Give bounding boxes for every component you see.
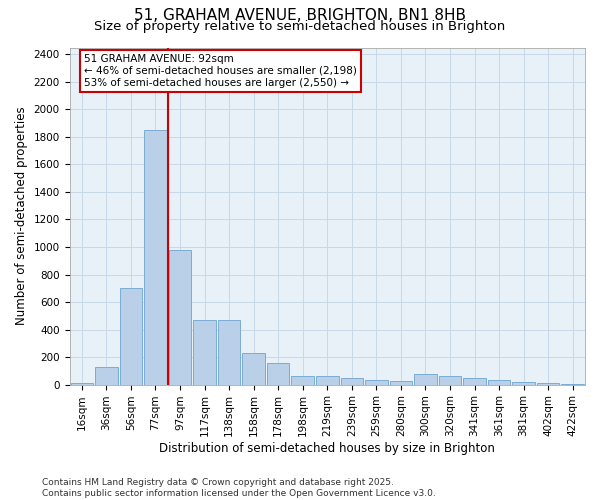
Bar bbox=[218, 320, 241, 384]
Bar bbox=[488, 380, 511, 384]
Bar bbox=[512, 382, 535, 384]
Bar bbox=[71, 383, 93, 384]
Bar bbox=[292, 376, 314, 384]
Bar bbox=[537, 383, 559, 384]
Y-axis label: Number of semi-detached properties: Number of semi-detached properties bbox=[15, 106, 28, 326]
Bar bbox=[365, 380, 388, 384]
Bar bbox=[242, 353, 265, 384]
Bar bbox=[316, 376, 338, 384]
Bar bbox=[119, 288, 142, 384]
Bar bbox=[463, 378, 486, 384]
Text: Size of property relative to semi-detached houses in Brighton: Size of property relative to semi-detach… bbox=[94, 20, 506, 33]
Bar bbox=[267, 364, 289, 384]
Bar bbox=[341, 378, 363, 384]
Bar bbox=[389, 381, 412, 384]
Text: Contains HM Land Registry data © Crown copyright and database right 2025.
Contai: Contains HM Land Registry data © Crown c… bbox=[42, 478, 436, 498]
Bar bbox=[193, 320, 216, 384]
X-axis label: Distribution of semi-detached houses by size in Brighton: Distribution of semi-detached houses by … bbox=[160, 442, 495, 455]
Bar bbox=[414, 374, 437, 384]
Bar bbox=[95, 366, 118, 384]
Bar bbox=[144, 130, 167, 384]
Text: 51 GRAHAM AVENUE: 92sqm
← 46% of semi-detached houses are smaller (2,198)
53% of: 51 GRAHAM AVENUE: 92sqm ← 46% of semi-de… bbox=[84, 54, 357, 88]
Bar bbox=[169, 250, 191, 384]
Bar bbox=[439, 376, 461, 384]
Text: 51, GRAHAM AVENUE, BRIGHTON, BN1 8HB: 51, GRAHAM AVENUE, BRIGHTON, BN1 8HB bbox=[134, 8, 466, 22]
